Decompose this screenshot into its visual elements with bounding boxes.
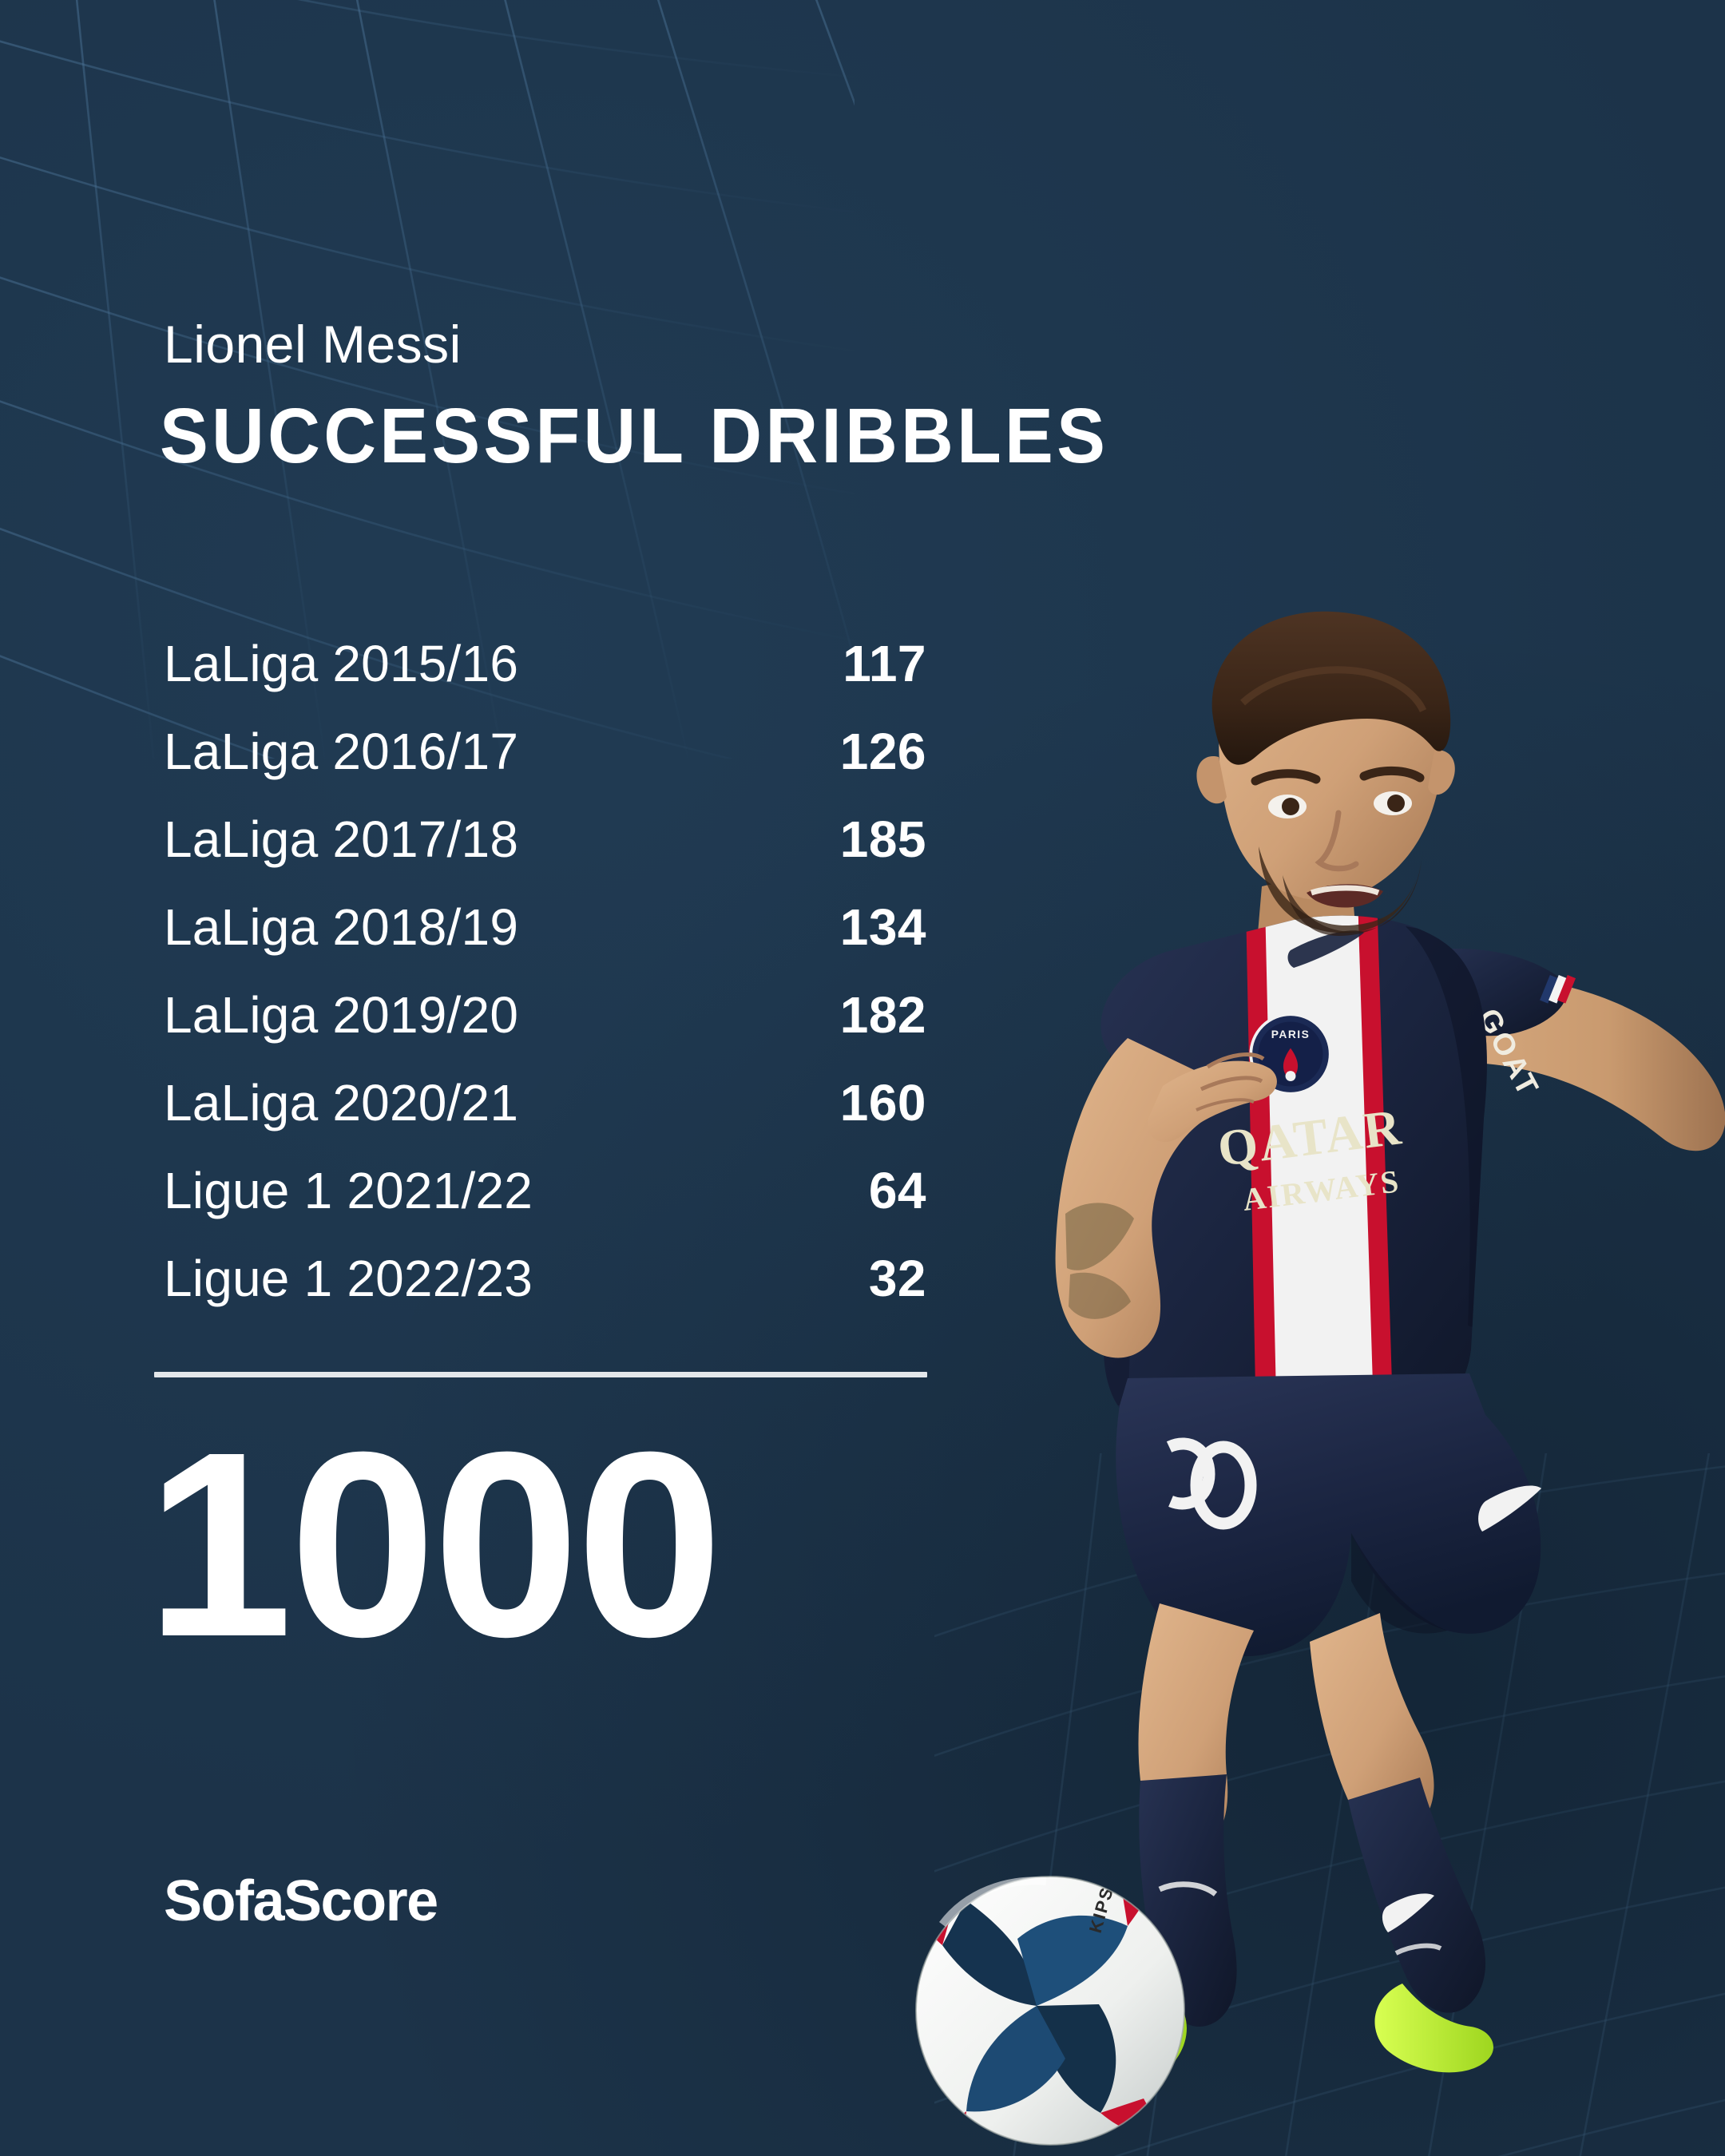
total-value: 1000 (146, 1397, 723, 1691)
stats-list: LaLiga 2015/16 117 LaLiga 2016/17 126 La… (164, 620, 926, 1322)
sleeve-flag-patch (1540, 974, 1576, 1004)
player-rear-leg (1138, 1603, 1254, 1850)
nike-swoosh-sock (1382, 1893, 1434, 1932)
stat-label: LaLiga 2017/18 (164, 810, 519, 868)
player-left-hand (1148, 1052, 1277, 1143)
jersey-sponsor: QATAR AIRWAYS (1215, 1098, 1406, 1218)
psg-crest: PARIS (1249, 1013, 1332, 1096)
player-right-sleeve (1417, 949, 1568, 1036)
player-head (1196, 611, 1455, 936)
stat-value: 160 (839, 1074, 926, 1132)
nike-swoosh-jersey (1287, 930, 1364, 968)
content-column: Lionel Messi SUCCESSFUL DRIBBLES LaLiga … (146, 315, 1109, 1933)
stat-label: LaLiga 2016/17 (164, 723, 519, 780)
list-item: LaLiga 2017/18 185 (164, 795, 926, 883)
page-title: SUCCESSFUL DRIBBLES (160, 392, 1109, 479)
boot-front (1374, 1984, 1494, 2073)
stat-label: Ligue 1 2022/23 (164, 1250, 533, 1307)
list-item: Ligue 1 2021/22 64 (164, 1147, 926, 1235)
player-shorts (1116, 1373, 1541, 1657)
front-sock (1348, 1778, 1486, 2013)
sleeve-goat-text: GOAT (1471, 1004, 1545, 1104)
ligue1-badge (1121, 1094, 1163, 1142)
stat-label: LaLiga 2020/21 (164, 1074, 519, 1132)
list-item: LaLiga 2019/20 182 (164, 971, 926, 1059)
stat-value: 64 (868, 1162, 926, 1219)
svg-text:AIRWAYS: AIRWAYS (1241, 1163, 1402, 1218)
list-item: LaLiga 2020/21 160 (164, 1059, 926, 1147)
list-item: Ligue 1 2022/23 32 (164, 1235, 926, 1322)
list-item: LaLiga 2018/19 134 (164, 883, 926, 971)
shorts-number (1166, 1437, 1257, 1530)
stat-value: 182 (839, 986, 926, 1044)
list-item: LaLiga 2015/16 117 (164, 620, 926, 707)
stat-value: 32 (868, 1250, 926, 1307)
player-hair (1211, 611, 1451, 765)
sofascore-logo: SofaScore (164, 1869, 438, 1933)
list-item: LaLiga 2016/17 126 (164, 707, 926, 795)
player-right-arm (1434, 977, 1725, 1151)
nike-swoosh-shorts (1478, 1485, 1541, 1532)
player-front-leg (1310, 1613, 1434, 1837)
svg-text:QATAR: QATAR (1215, 1098, 1406, 1177)
stat-value: 126 (839, 723, 926, 780)
svg-text:PARIS: PARIS (1271, 1028, 1311, 1040)
stat-value: 185 (839, 810, 926, 868)
stat-value: 134 (839, 898, 926, 956)
stat-value: 117 (843, 635, 926, 692)
stat-label: Ligue 1 2021/22 (164, 1162, 533, 1219)
player-jersey: PARIS QATAR AIRWAYS (1100, 915, 1487, 1445)
total-divider (154, 1372, 927, 1377)
stat-label: LaLiga 2015/16 (164, 635, 519, 692)
player-name-subtitle: Lionel Messi (164, 315, 462, 374)
stat-label: LaLiga 2018/19 (164, 898, 519, 956)
rear-sock (1139, 1774, 1237, 2027)
stat-label: LaLiga 2019/20 (164, 986, 519, 1044)
